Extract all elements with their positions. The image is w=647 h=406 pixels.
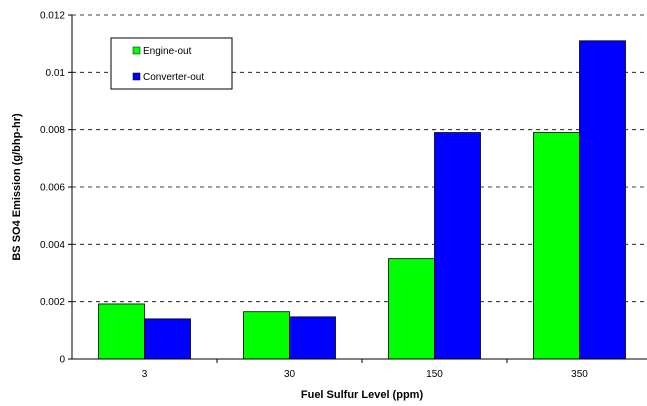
x-axis-title: Fuel Sulfur Level (ppm) [301, 389, 424, 401]
y-tick-label: 0.006 [40, 183, 65, 194]
bar-engine-out-350 [533, 132, 580, 360]
bar-converter-out-150 [434, 132, 481, 360]
legend-box [110, 37, 233, 90]
x-tick-label: 150 [426, 369, 443, 380]
x-tick-label: 30 [284, 369, 296, 380]
bar-engine-out-3 [98, 303, 145, 360]
x-tick-label: 3 [142, 369, 148, 380]
y-tick-label: 0.002 [40, 297, 65, 308]
bar-engine-out-150 [388, 258, 435, 360]
bar-converter-out-350 [579, 40, 626, 360]
legend-label-engine-out: Engine-out [143, 46, 192, 57]
bar-engine-out-30 [243, 311, 290, 360]
axes [68, 14, 647, 363]
bars [98, 40, 626, 360]
tick-labels: 0 0.002 0.004 0.006 0.008 0.01 0.012 3 30 150 350 [40, 11, 588, 381]
x-tick-label: 350 [571, 369, 588, 380]
y-tick-label: 0.012 [40, 11, 65, 22]
legend-swatch-converter-out [132, 72, 141, 81]
bar-converter-out-3 [144, 318, 191, 360]
y-tick-label: 0.008 [40, 125, 65, 136]
bar-converter-out-30 [289, 316, 336, 360]
y-tick-label: 0.01 [46, 68, 66, 79]
y-tick-label: 0.004 [40, 240, 65, 251]
legend-swatch-engine-out [132, 46, 141, 55]
legend-label-converter-out: Converter-out [143, 72, 204, 83]
legend: Engine-out Converter-out [110, 37, 233, 90]
y-axis-title: BS SO4 Emission (g/bhp-hr) [11, 113, 23, 261]
y-tick-label: 0 [59, 355, 65, 366]
